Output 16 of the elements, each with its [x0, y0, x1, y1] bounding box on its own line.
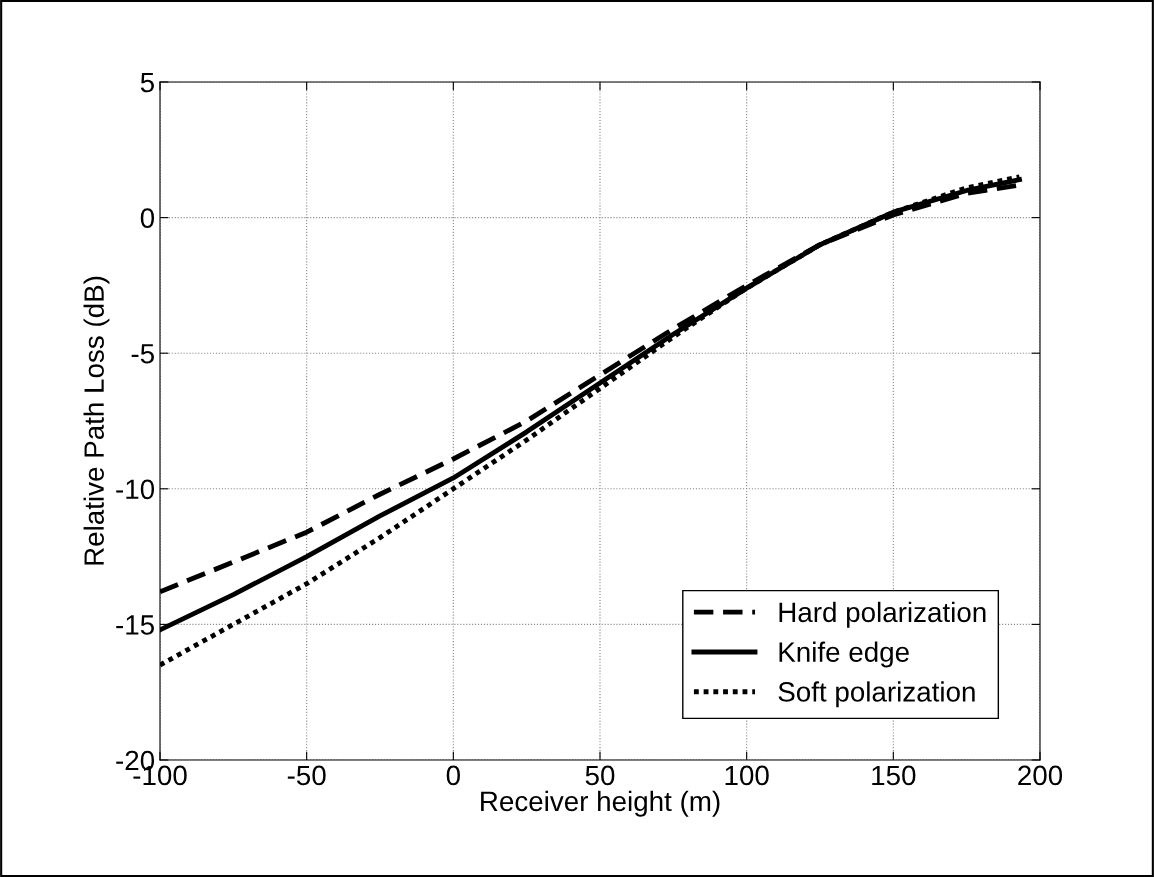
- x-tick-label: 50: [585, 765, 615, 786]
- x-axis-title: Receiver height (m): [481, 790, 720, 817]
- y-tick-label: 0: [140, 208, 155, 228]
- y-tick-label: 5: [140, 72, 154, 93]
- y-tick-label: -10: [116, 479, 155, 500]
- y-tick-label: -15: [116, 615, 154, 635]
- x-tick-label: 150: [872, 765, 916, 786]
- x-tick-label: -50: [287, 765, 326, 786]
- y-axis-title: Relative Path Loss (dB): [83, 276, 110, 565]
- x-tick-label: 0: [446, 765, 460, 786]
- x-tick-label: 100: [725, 765, 769, 786]
- legend-label: Hard polarization: [779, 601, 986, 628]
- legend-label: Soft polarization: [778, 681, 975, 708]
- x-tick-label: 200: [1018, 765, 1063, 786]
- legend-label: Knife edge: [779, 641, 909, 668]
- y-tick-label: -5: [131, 344, 154, 364]
